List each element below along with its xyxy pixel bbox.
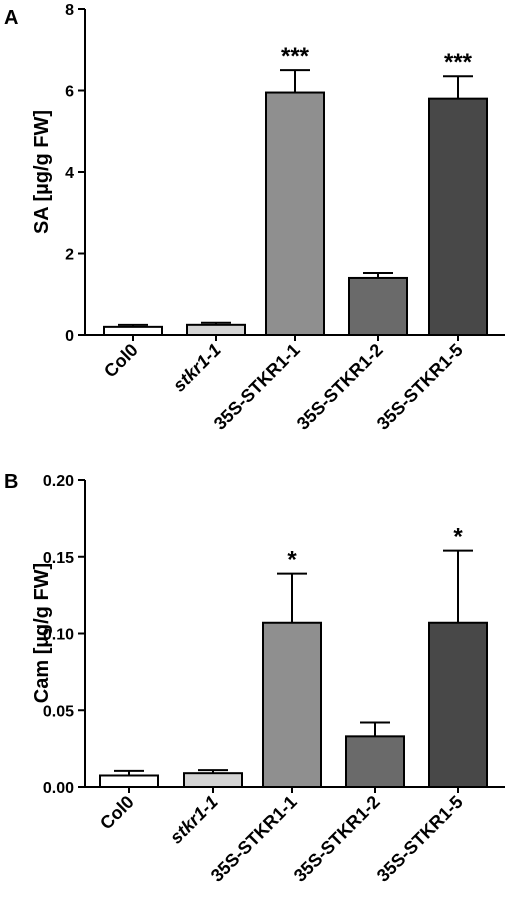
panel-b-bar-3 (262, 621, 322, 788)
panel-a-bar-2 (186, 323, 246, 336)
panel-b-y-axis-label: Cam [µg/g FW] (31, 563, 53, 703)
panel-b-significance-mark: * (287, 547, 297, 574)
panel-a-letter: A (4, 7, 18, 29)
panel-b-bar-1 (99, 774, 159, 788)
panel-a-y-tick-label: 2 (65, 247, 74, 264)
panel-a-bar-1 (103, 325, 163, 337)
panel-a-category-label: 35S-STKR1-5 (373, 340, 467, 434)
panel-a-chart: A SA [µg/g FW] 0 2 4 6 8 Col0 stkr1-1 *** 35S-ST… (4, 2, 505, 434)
panel-b-y-tick-label: 0.00 (43, 780, 74, 797)
panel-a-bar-4 (348, 276, 408, 337)
panel-a-y-tick-label: 0 (65, 328, 74, 345)
panel-a-category-label: stkr1-1 (169, 340, 225, 396)
panel-b-category-label: stkr1-1 (166, 792, 222, 848)
panel-b-category-label: 35S-STKR1-2 (290, 792, 384, 886)
panel-b-letter: B (4, 471, 18, 493)
panel-b-y-tick-label: 0.05 (43, 703, 74, 720)
panel-b-bar-2 (183, 772, 243, 788)
panel-a-y-tick-label: 4 (65, 165, 74, 182)
panel-a-y-tick-label: 6 (65, 84, 74, 101)
panel-a-y-axis-label: SA [µg/g FW] (31, 110, 53, 234)
panel-a-bar-3 (265, 91, 325, 336)
panel-b-y-tick-label: 0.15 (43, 550, 74, 567)
panel-b-category-label: 35S-STKR1-5 (373, 792, 467, 886)
panel-b-significance-mark: * (453, 524, 463, 551)
panel-b-bar-4 (345, 735, 405, 788)
panel-a-bar-5 (428, 97, 488, 337)
panel-b-y-tick-label: 0.20 (43, 473, 74, 490)
panel-a-significance-mark: *** (444, 49, 473, 76)
panel-a-significance-mark: *** (281, 43, 310, 70)
panel-a-y-tick-label: 8 (65, 2, 74, 19)
panel-b-category-label: Col0 (96, 792, 138, 834)
panel-b-y-tick-label: 0.10 (43, 627, 74, 644)
panel-b-chart: B Cam [µg/g FW] 0.00 0.05 0.10 0.15 0.20 Col0… (4, 471, 505, 886)
panel-a-category-label: Col0 (100, 340, 142, 382)
panel-b-bar-5 (428, 621, 488, 788)
